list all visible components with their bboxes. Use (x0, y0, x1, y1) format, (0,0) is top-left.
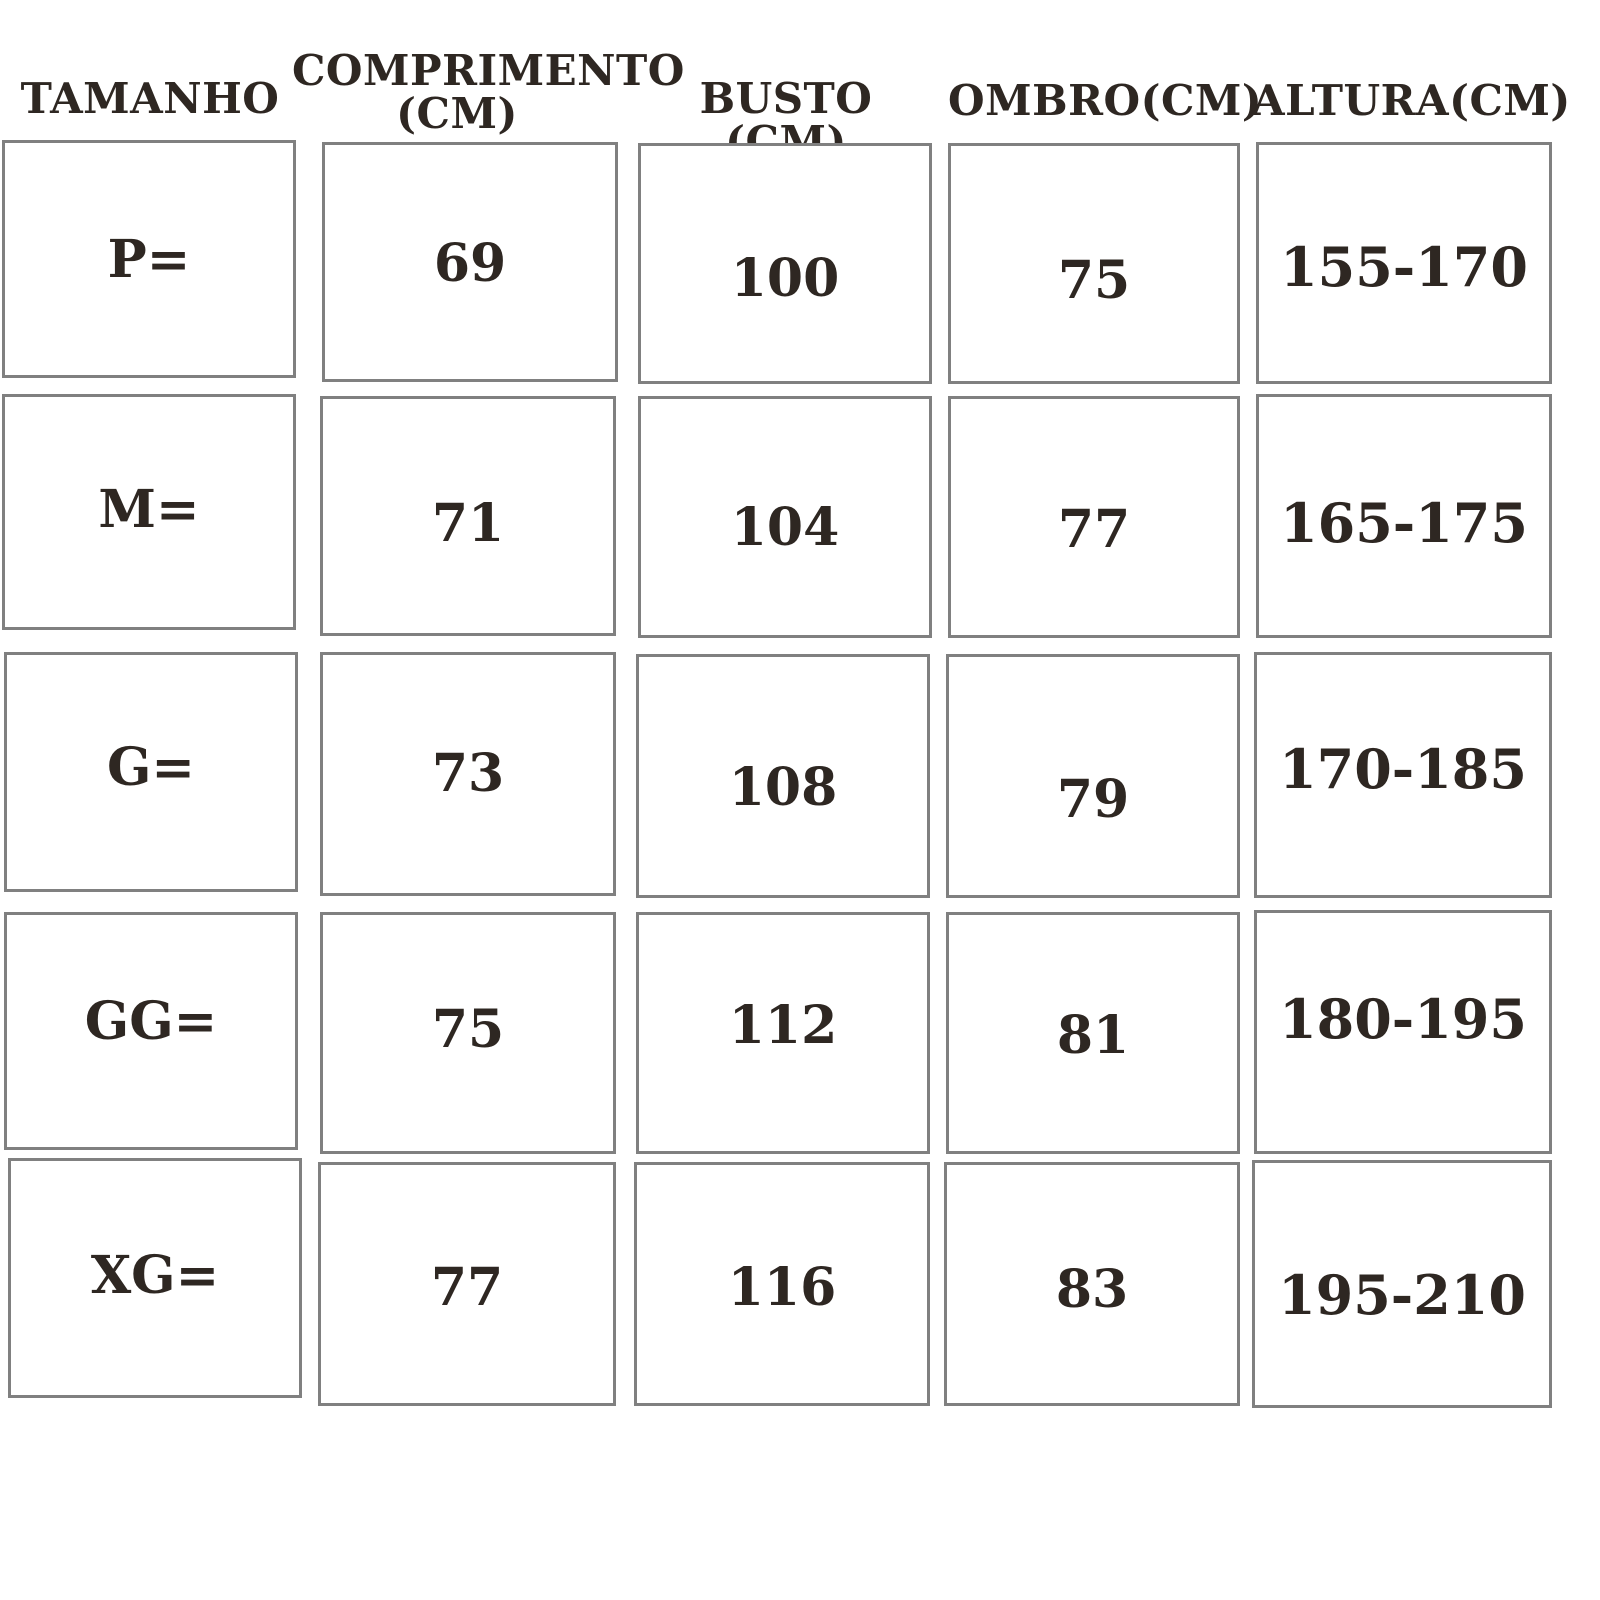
table-cell-size-m: M= (2, 394, 296, 630)
table-cell-ombro-p: 75 (948, 143, 1240, 384)
table-cell-busto-gg: 112 (636, 912, 930, 1154)
cell-value-ombro-g: 79 (1056, 769, 1130, 830)
table-cell-size-gg: GG= (4, 912, 298, 1150)
table-cell-altura-p: 155-170 (1256, 142, 1552, 384)
table-cell-comprimento-m: 71 (320, 396, 616, 636)
cell-value-tamanho-gg: GG= (84, 991, 218, 1052)
table-cell-busto-m: 104 (638, 396, 932, 638)
cell-value-ombro-gg: 81 (1056, 1005, 1130, 1066)
column-header-tamanho: TAMANHO (20, 74, 280, 123)
table-cell-altura-g: 170-185 (1254, 652, 1552, 898)
table-cell-size-g: G= (4, 652, 298, 892)
table-cell-altura-xg: 195-210 (1252, 1160, 1552, 1408)
cell-value-tamanho-p: P= (107, 229, 191, 290)
table-cell-altura-m: 165-175 (1256, 394, 1552, 638)
table-cell-size-xg: XG= (8, 1158, 302, 1398)
cell-value-ombro-p: 75 (1057, 250, 1131, 311)
cell-value-busto-g: 108 (728, 757, 838, 818)
table-cell-comprimento-g: 73 (320, 652, 616, 896)
cell-value-comprimento-gg: 75 (431, 999, 505, 1060)
cell-value-altura-p: 155-170 (1280, 235, 1528, 299)
table-cell-ombro-m: 77 (948, 396, 1240, 638)
column-header-ombro: OMBRO(CM) (948, 76, 1263, 125)
column-header-comprimento: COMPRIMENTO (CM) (292, 46, 685, 138)
table-cell-busto-xg: 116 (634, 1162, 930, 1406)
cell-value-busto-xg: 116 (727, 1257, 837, 1318)
table-cell-comprimento-xg: 77 (318, 1162, 616, 1406)
column-header-busto: BUSTO (CM) (699, 74, 873, 166)
table-cell-busto-p: 100 (638, 143, 932, 384)
cell-value-busto-p: 100 (730, 248, 840, 309)
cell-value-ombro-m: 77 (1057, 499, 1131, 560)
cell-value-tamanho-m: M= (98, 479, 200, 540)
cell-value-altura-g: 170-185 (1279, 737, 1527, 801)
table-cell-comprimento-p: 69 (322, 142, 618, 382)
cell-value-tamanho-g: G= (107, 737, 195, 798)
cell-value-comprimento-xg: 77 (430, 1257, 504, 1318)
cell-value-busto-m: 104 (730, 497, 840, 558)
cell-value-altura-gg: 180-195 (1279, 987, 1527, 1051)
cell-value-altura-xg: 195-210 (1278, 1263, 1526, 1327)
table-cell-size-p: P= (2, 140, 296, 378)
cell-value-altura-m: 165-175 (1280, 491, 1528, 555)
cell-value-comprimento-m: 71 (431, 493, 505, 554)
column-header-altura: ALTURA(CM) (1252, 76, 1571, 125)
table-cell-comprimento-gg: 75 (320, 912, 616, 1154)
cell-value-comprimento-g: 73 (431, 743, 505, 804)
cell-value-tamanho-xg: XG= (90, 1245, 220, 1306)
table-cell-ombro-xg: 83 (944, 1162, 1240, 1406)
table-cell-altura-gg: 180-195 (1254, 910, 1552, 1154)
cell-value-comprimento-p: 69 (433, 233, 507, 294)
table-cell-ombro-g: 79 (946, 654, 1240, 898)
table-cell-ombro-gg: 81 (946, 912, 1240, 1154)
cell-value-busto-gg: 112 (728, 995, 838, 1056)
table-cell-busto-g: 108 (636, 654, 930, 898)
cell-value-ombro-xg: 83 (1055, 1259, 1129, 1320)
